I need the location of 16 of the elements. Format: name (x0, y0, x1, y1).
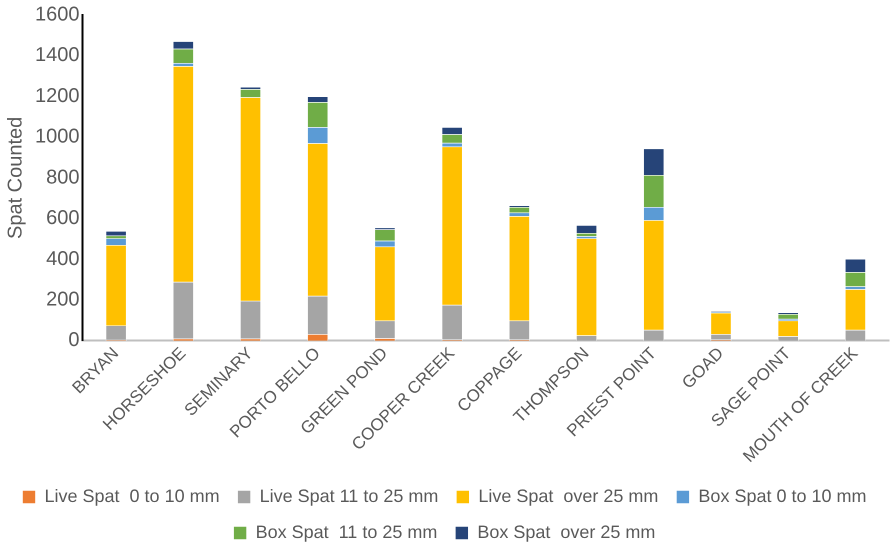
legend-label: Box Spat 11 to 25 mm (256, 522, 438, 542)
legend-label: Box Spat over 25 mm (477, 522, 656, 542)
y-tick-label: 400 (46, 248, 80, 270)
y-tick-label: 200 (46, 288, 80, 311)
legend-label: Live Spat 11 to 25 mm (260, 486, 438, 506)
legend-label: Live Spat over 25 mm (478, 486, 658, 506)
legend-label: Live Spat 0 to 10 mm (44, 486, 220, 506)
y-tick-label: 1600 (34, 4, 80, 26)
y-tick-label: 1000 (34, 126, 80, 148)
y-axis-title: Spat Counted (4, 116, 27, 240)
y-tick-label: 0 (68, 329, 80, 352)
legend-label: Box Spat 0 to 10 mm (698, 486, 867, 506)
y-tick-label: 600 (46, 207, 80, 230)
y-tick-label: 1400 (34, 44, 80, 66)
y-tick-label: 800 (46, 166, 80, 188)
y-tick-label: 1200 (34, 84, 80, 107)
